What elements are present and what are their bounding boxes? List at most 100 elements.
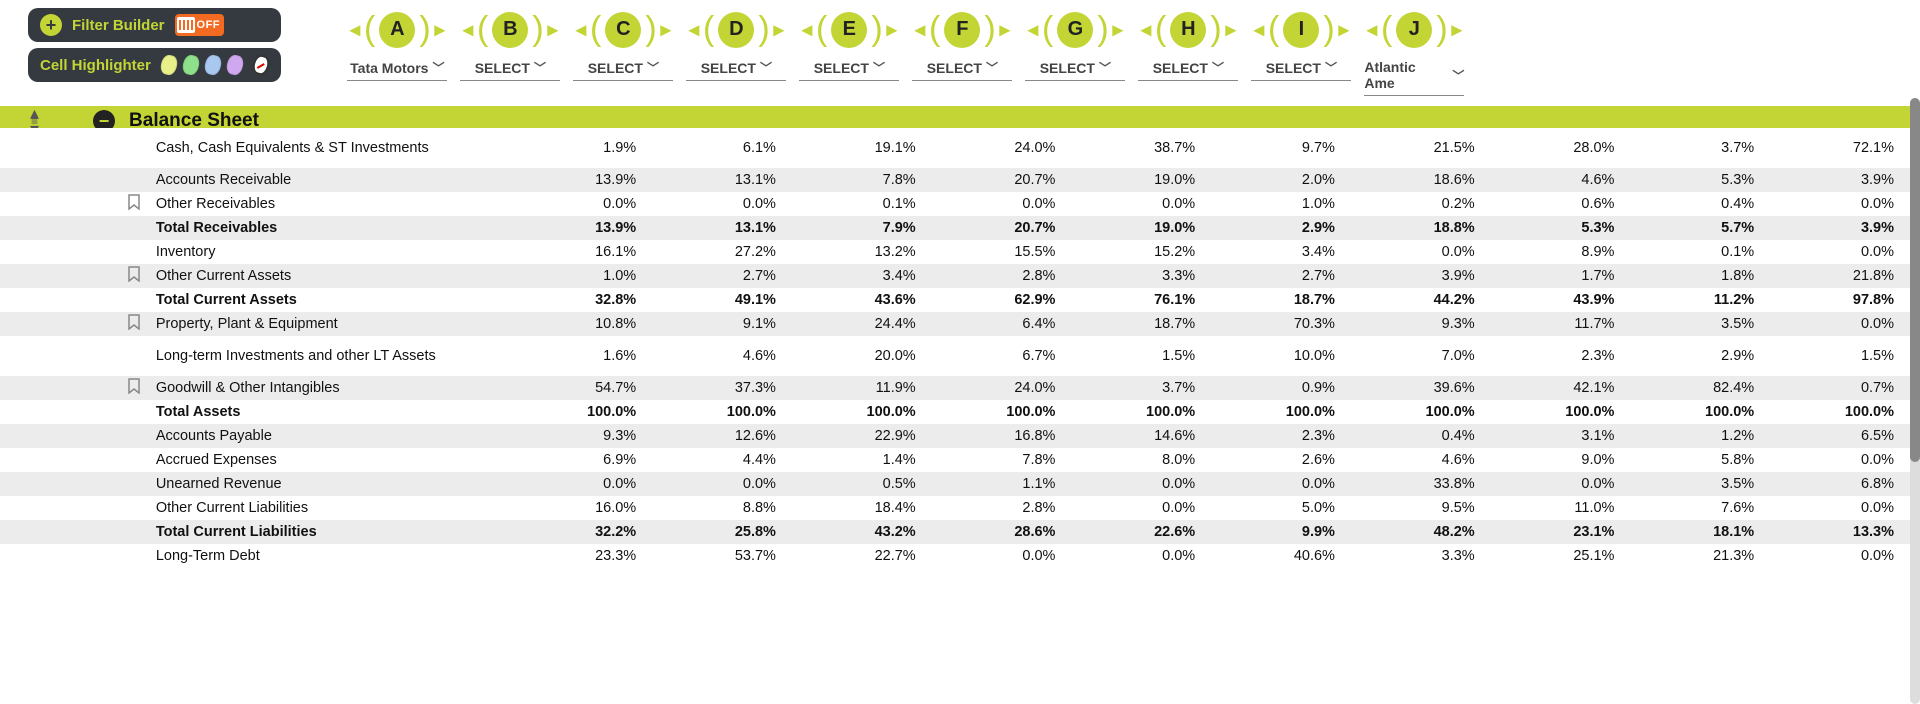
- cell-value[interactable]: 6.5%: [1772, 424, 1912, 448]
- cell-value[interactable]: 32.8%: [514, 288, 654, 312]
- cell-value[interactable]: 0.0%: [1772, 192, 1912, 216]
- cell-value[interactable]: 2.7%: [654, 264, 794, 288]
- column-next-icon[interactable]: ▸: [1226, 17, 1236, 42]
- plus-icon[interactable]: +: [40, 14, 62, 36]
- cell-value[interactable]: 0.0%: [1073, 544, 1213, 568]
- cell-value[interactable]: 0.1%: [1632, 240, 1772, 264]
- row-label[interactable]: Accounts Payable: [156, 424, 515, 448]
- cell-value[interactable]: 82.4%: [1632, 376, 1772, 400]
- cell-value[interactable]: 6.4%: [934, 312, 1074, 336]
- cell-value[interactable]: 33.8%: [1353, 472, 1493, 496]
- row-label[interactable]: Inventory: [156, 240, 515, 264]
- cell-value[interactable]: 2.3%: [1493, 336, 1633, 376]
- cell-value[interactable]: 3.7%: [1632, 128, 1772, 168]
- cell-value[interactable]: 0.0%: [1353, 240, 1493, 264]
- cell-value[interactable]: 1.2%: [1632, 424, 1772, 448]
- cell-value[interactable]: 16.8%: [934, 424, 1074, 448]
- cell-value[interactable]: 43.9%: [1493, 288, 1633, 312]
- column-letter-badge[interactable]: A: [379, 12, 415, 48]
- cell-value[interactable]: 28.6%: [934, 520, 1074, 544]
- cell-value[interactable]: 16.1%: [514, 240, 654, 264]
- bookmark-icon[interactable]: [127, 381, 141, 398]
- highlighter-swatch-0[interactable]: [159, 53, 180, 76]
- cell-value[interactable]: 0.0%: [1772, 312, 1912, 336]
- column-letter-badge[interactable]: I: [1283, 12, 1319, 48]
- cell-value[interactable]: 12.6%: [654, 424, 794, 448]
- bookmark-icon[interactable]: [127, 269, 141, 286]
- cell-value[interactable]: 48.2%: [1353, 520, 1493, 544]
- cell-value[interactable]: 18.8%: [1353, 216, 1493, 240]
- cell-value[interactable]: 4.6%: [654, 336, 794, 376]
- column-letter-badge[interactable]: D: [718, 12, 754, 48]
- cell-value[interactable]: 76.1%: [1073, 288, 1213, 312]
- highlighter-swatch-2[interactable]: [203, 53, 224, 76]
- column-prev-icon[interactable]: ◂: [689, 17, 699, 42]
- column-select-G[interactable]: SELECT﹀: [1025, 59, 1125, 81]
- cell-value[interactable]: 13.1%: [654, 168, 794, 192]
- bookmark-cell[interactable]: [111, 264, 156, 288]
- column-next-icon[interactable]: ▸: [1452, 17, 1462, 42]
- column-prev-icon[interactable]: ◂: [350, 17, 360, 42]
- cell-value[interactable]: 27.2%: [654, 240, 794, 264]
- cell-value[interactable]: 2.8%: [934, 264, 1074, 288]
- cell-value[interactable]: 6.7%: [934, 336, 1074, 376]
- row-label[interactable]: Accrued Expenses: [156, 448, 515, 472]
- cell-value[interactable]: 97.8%: [1772, 288, 1912, 312]
- cell-value[interactable]: 0.4%: [1632, 192, 1772, 216]
- column-next-icon[interactable]: ▸: [1339, 17, 1349, 42]
- cell-value[interactable]: 6.8%: [1772, 472, 1912, 496]
- row-label[interactable]: Accounts Receivable: [156, 168, 515, 192]
- row-label[interactable]: Total Assets: [156, 400, 515, 424]
- cell-value[interactable]: 18.7%: [1213, 288, 1353, 312]
- cell-value[interactable]: 23.3%: [514, 544, 654, 568]
- cell-value[interactable]: 13.1%: [654, 216, 794, 240]
- row-label[interactable]: Long-Term Debt: [156, 544, 515, 568]
- cell-value[interactable]: 21.8%: [1772, 264, 1912, 288]
- scrollbar-thumb[interactable]: [1910, 98, 1920, 462]
- cell-value[interactable]: 3.9%: [1772, 168, 1912, 192]
- cell-value[interactable]: 62.9%: [934, 288, 1074, 312]
- cell-value[interactable]: 3.5%: [1632, 312, 1772, 336]
- column-select-A[interactable]: Tata Motors﹀: [347, 59, 447, 81]
- row-label[interactable]: Property, Plant & Equipment: [156, 312, 515, 336]
- cell-value[interactable]: 100.0%: [1632, 400, 1772, 424]
- row-label[interactable]: Total Current Liabilities: [156, 520, 515, 544]
- column-prev-icon[interactable]: ◂: [576, 17, 586, 42]
- cell-value[interactable]: 0.9%: [1213, 376, 1353, 400]
- cell-value[interactable]: 21.5%: [1353, 128, 1493, 168]
- bookmark-icon[interactable]: [127, 197, 141, 214]
- cell-value[interactable]: 43.6%: [794, 288, 934, 312]
- cell-value[interactable]: 0.0%: [1073, 496, 1213, 520]
- cell-value[interactable]: 25.1%: [1493, 544, 1633, 568]
- cell-value[interactable]: 6.9%: [514, 448, 654, 472]
- cell-value[interactable]: 5.3%: [1493, 216, 1633, 240]
- cell-value[interactable]: 19.0%: [1073, 168, 1213, 192]
- cell-value[interactable]: 18.4%: [794, 496, 934, 520]
- cell-value[interactable]: 2.8%: [934, 496, 1074, 520]
- cell-value[interactable]: 100.0%: [1493, 400, 1633, 424]
- bookmark-icon[interactable]: [127, 317, 141, 334]
- cell-value[interactable]: 25.8%: [654, 520, 794, 544]
- cell-value[interactable]: 5.0%: [1213, 496, 1353, 520]
- cell-value[interactable]: 100.0%: [1772, 400, 1912, 424]
- cell-value[interactable]: 21.3%: [1632, 544, 1772, 568]
- cell-value[interactable]: 3.4%: [1213, 240, 1353, 264]
- cell-value[interactable]: 13.3%: [1772, 520, 1912, 544]
- cell-value[interactable]: 1.9%: [514, 128, 654, 168]
- cell-value[interactable]: 32.2%: [514, 520, 654, 544]
- cell-value[interactable]: 0.1%: [794, 192, 934, 216]
- bookmark-cell[interactable]: [111, 192, 156, 216]
- cell-value[interactable]: 7.9%: [794, 216, 934, 240]
- cell-value[interactable]: 0.7%: [1772, 376, 1912, 400]
- cell-value[interactable]: 44.2%: [1353, 288, 1493, 312]
- cell-value[interactable]: 0.0%: [1772, 496, 1912, 520]
- cell-value[interactable]: 0.0%: [1073, 472, 1213, 496]
- cell-value[interactable]: 9.7%: [1213, 128, 1353, 168]
- cell-value[interactable]: 3.9%: [1353, 264, 1493, 288]
- cell-value[interactable]: 1.5%: [1073, 336, 1213, 376]
- cell-value[interactable]: 19.1%: [794, 128, 934, 168]
- cell-value[interactable]: 15.5%: [934, 240, 1074, 264]
- cell-value[interactable]: 0.0%: [1073, 192, 1213, 216]
- cell-value[interactable]: 22.6%: [1073, 520, 1213, 544]
- cell-value[interactable]: 8.0%: [1073, 448, 1213, 472]
